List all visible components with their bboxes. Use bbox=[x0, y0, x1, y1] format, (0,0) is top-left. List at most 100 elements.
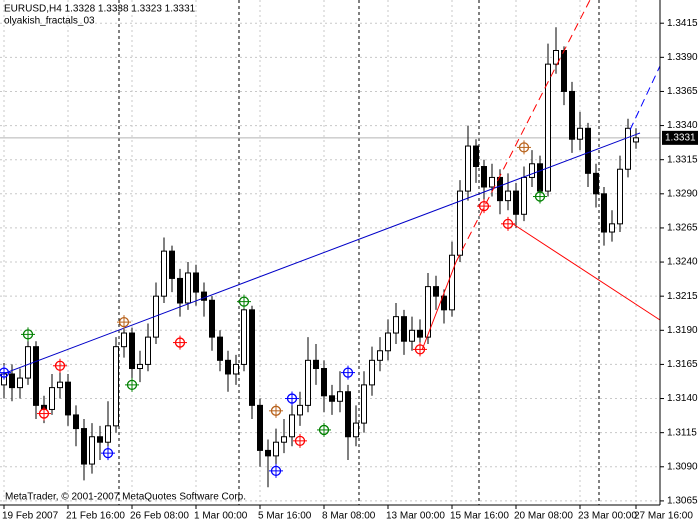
candle-body bbox=[273, 441, 279, 457]
candle-body bbox=[241, 309, 247, 365]
candle-body bbox=[81, 428, 87, 465]
trend-line bbox=[455, 0, 591, 263]
candle-body bbox=[89, 436, 95, 465]
candle-body bbox=[113, 346, 119, 427]
plot-area bbox=[0, 0, 661, 505]
y-tick-label: 1.3165 bbox=[667, 359, 698, 370]
candle-body bbox=[337, 391, 343, 402]
candle-body bbox=[401, 316, 407, 342]
x-tick-label: 19 Feb 2007 bbox=[2, 511, 59, 522]
candle-body bbox=[97, 436, 103, 443]
candle-body bbox=[33, 346, 39, 406]
candle-body bbox=[505, 190, 511, 202]
candle-body bbox=[513, 190, 519, 215]
candle-body bbox=[249, 309, 255, 406]
candle-body bbox=[25, 346, 31, 379]
candle-body bbox=[305, 359, 311, 406]
candle-body bbox=[217, 336, 223, 361]
candle-body bbox=[633, 137, 639, 143]
candle-body bbox=[449, 254, 455, 311]
y-tick-label: 1.3265 bbox=[667, 223, 698, 234]
candle-body bbox=[593, 172, 599, 195]
candle-body bbox=[617, 168, 623, 225]
candle-body bbox=[409, 329, 415, 342]
x-tick-label: 20 Mar 08:00 bbox=[514, 511, 573, 522]
candle-body bbox=[601, 193, 607, 233]
candle-body bbox=[297, 404, 303, 416]
candle-body bbox=[9, 373, 15, 389]
candle-body bbox=[369, 359, 375, 386]
x-tick-label: 27 Mar 16:00 bbox=[634, 511, 693, 522]
y-tick-label: 1.3190 bbox=[667, 325, 698, 336]
y-tick-label: 1.3140 bbox=[667, 393, 698, 404]
candle-body bbox=[385, 332, 391, 352]
y-tick-label: 1.3215 bbox=[667, 291, 698, 302]
candle-body bbox=[561, 50, 567, 92]
candle-body bbox=[489, 176, 495, 188]
y-tick-label: 1.3090 bbox=[667, 461, 698, 472]
x-tick-label: 13 Mar 00:00 bbox=[386, 511, 445, 522]
candle-body bbox=[121, 332, 127, 348]
candle-body bbox=[281, 436, 287, 443]
candle-body bbox=[521, 176, 527, 215]
candle-body bbox=[129, 332, 135, 370]
indicator-name: olyakish_fractals_03 bbox=[4, 16, 95, 27]
current-price-box bbox=[662, 130, 698, 145]
candle-body bbox=[497, 176, 503, 202]
candle-body bbox=[465, 145, 471, 192]
candle-body bbox=[161, 250, 167, 297]
x-tick-label: 21 Feb 16:00 bbox=[66, 511, 125, 522]
trend-line bbox=[0, 132, 641, 376]
candle-body bbox=[393, 316, 399, 334]
candle-body bbox=[105, 425, 111, 443]
y-tick-label: 1.3240 bbox=[667, 257, 698, 268]
x-tick-label: 1 Mar 00:00 bbox=[194, 511, 248, 522]
candle-body bbox=[177, 277, 183, 304]
candle-body bbox=[257, 404, 263, 451]
x-tick-label: 15 Mar 16:00 bbox=[450, 511, 509, 522]
candle-body bbox=[529, 163, 535, 178]
y-tick-label: 1.3340 bbox=[667, 120, 698, 131]
candle-body bbox=[577, 127, 583, 140]
candle-body bbox=[313, 359, 319, 370]
candle-body bbox=[625, 127, 631, 170]
trend-line bbox=[629, 65, 661, 131]
candle-body bbox=[209, 299, 215, 338]
candle-body bbox=[73, 414, 79, 430]
candle-body bbox=[169, 250, 175, 279]
x-tick-label: 8 Mar 08:00 bbox=[322, 511, 376, 522]
trend-line bbox=[421, 261, 457, 351]
candle-body bbox=[233, 363, 239, 375]
candle-body bbox=[417, 329, 423, 338]
candle-body bbox=[65, 381, 71, 416]
y-tick-label: 1.3290 bbox=[667, 188, 698, 199]
candle-body bbox=[377, 350, 383, 361]
candle-body bbox=[225, 359, 231, 375]
candle-body bbox=[57, 381, 63, 389]
current-price-label: 1.3331 bbox=[665, 132, 696, 143]
trend-line bbox=[512, 223, 661, 321]
candle-body bbox=[193, 272, 199, 293]
y-tick-label: 1.3065 bbox=[667, 496, 698, 507]
candle-body bbox=[433, 286, 439, 297]
candle-body bbox=[545, 63, 551, 192]
candle-body bbox=[553, 50, 559, 65]
x-tick-label: 23 Mar 00:00 bbox=[578, 511, 637, 522]
y-tick-label: 1.3315 bbox=[667, 154, 698, 165]
y-tick-label: 1.3365 bbox=[667, 86, 698, 97]
candle-body bbox=[329, 395, 335, 402]
candle-body bbox=[345, 391, 351, 438]
candle-body bbox=[49, 387, 55, 410]
y-tick-label: 1.3415 bbox=[667, 18, 698, 29]
candle-body bbox=[361, 384, 367, 424]
candle-body bbox=[353, 422, 359, 438]
candle-body bbox=[289, 414, 295, 438]
candle-body bbox=[585, 127, 591, 174]
candle-body bbox=[537, 163, 543, 192]
candle-body bbox=[481, 166, 487, 188]
candle-body bbox=[201, 291, 207, 301]
candle-body bbox=[265, 449, 271, 457]
candle-body bbox=[441, 295, 447, 311]
y-tick-label: 1.3115 bbox=[667, 427, 697, 438]
